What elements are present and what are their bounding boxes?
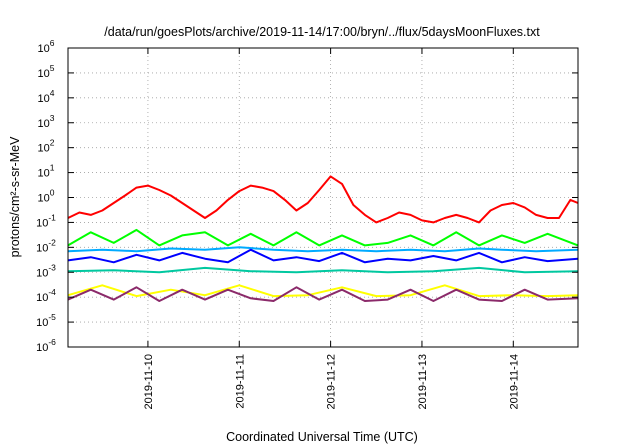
x-tick-label: 2019-11-10: [143, 354, 155, 409]
y-tick-base: 10: [36, 292, 48, 304]
grid-lines: [68, 48, 578, 347]
series-line-2: [67, 228, 579, 247]
y-tick-base: 10: [38, 193, 50, 205]
y-tick-base: 10: [36, 317, 48, 329]
y-tick-label: 10-5: [36, 312, 56, 329]
y-tick-exponent: -6: [48, 337, 56, 347]
y-tick-exponent: 6: [50, 38, 55, 48]
y-tick-label: 101: [38, 163, 55, 180]
series-line-7: [67, 286, 579, 302]
series-line-3: [67, 246, 579, 253]
y-tick-exponent: -4: [48, 287, 56, 297]
y-tick-label: 105: [38, 63, 55, 80]
y-tick-exponent: -2: [48, 237, 56, 247]
y-axis-label: protons/cm²-s-sr-MeV: [8, 136, 22, 258]
y-tick-base: 10: [38, 43, 50, 55]
series-line-1: [67, 175, 579, 224]
x-axis: 2019-11-10 2019-11-11 2019-11-12 2019-11-13…: [143, 48, 520, 409]
y-tick-base: 10: [38, 93, 50, 105]
series-lines: [67, 175, 579, 302]
y-tick-exponent: 4: [50, 88, 55, 98]
y-tick-exponent: -3: [48, 262, 56, 272]
y-tick-base: 10: [38, 118, 50, 130]
series-line-5: [67, 266, 579, 274]
y-tick-label: 10-3: [36, 262, 56, 279]
y-tick-base: 10: [36, 217, 48, 229]
y-tick-base: 10: [38, 143, 50, 155]
y-tick-label: 10-1: [36, 212, 56, 229]
chart-title: /data/run/goesPlots/archive/2019-11-14/1…: [104, 25, 540, 39]
y-tick-exponent: 0: [50, 188, 55, 198]
series-line-4: [67, 248, 579, 264]
y-tick-exponent: 1: [50, 163, 55, 173]
y-tick-label: 106: [38, 38, 55, 55]
y-tick-label: 10-2: [36, 237, 56, 254]
x-tick-label: 2019-11-12: [326, 354, 338, 409]
y-tick-label: 10-6: [36, 337, 56, 354]
y-tick-exponent: -1: [48, 212, 56, 222]
y-tick-exponent: 3: [50, 113, 55, 123]
y-tick-label: 102: [38, 138, 55, 155]
y-axis: 10-610-510-410-310-210-11001011021031041…: [36, 38, 578, 354]
y-tick-label: 10-4: [36, 287, 56, 304]
y-tick-base: 10: [36, 342, 48, 354]
y-tick-exponent: 5: [50, 63, 55, 73]
y-tick-base: 10: [36, 242, 48, 254]
y-tick-label: 104: [38, 88, 55, 105]
x-tick-label: 2019-11-13: [417, 354, 429, 409]
series-line-6: [67, 284, 579, 298]
x-tick-label: 2019-11-11: [234, 354, 246, 409]
y-tick-exponent: -5: [48, 312, 56, 322]
y-tick-base: 10: [36, 267, 48, 279]
y-tick-base: 10: [38, 168, 50, 180]
x-axis-label: Coordinated Universal Time (UTC): [226, 430, 418, 444]
y-tick-label: 103: [38, 113, 55, 130]
x-tick-label: 2019-11-14: [508, 354, 520, 409]
y-tick-base: 10: [38, 68, 50, 80]
y-tick-exponent: 2: [50, 138, 55, 148]
y-tick-label: 100: [38, 188, 55, 205]
